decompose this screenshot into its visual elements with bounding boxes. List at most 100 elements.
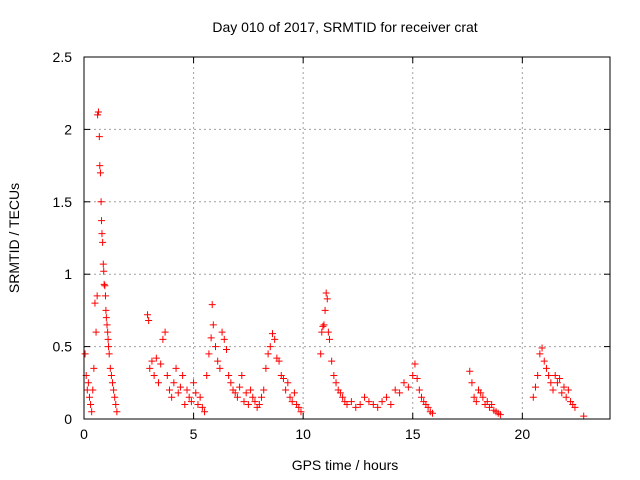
x-tick-label: 0 [80,426,88,442]
data-point [479,393,487,401]
data-point [415,386,423,394]
data-point [249,393,257,401]
data-point [155,379,163,387]
data-point [179,372,187,380]
data-point [111,393,119,401]
data-point [172,364,180,372]
data-point [95,133,103,141]
data-point [369,401,377,409]
data-point [98,230,106,238]
data-point [262,364,270,372]
data-point [110,386,118,394]
y-axis-label: SRMTID / TECUs [6,183,22,293]
data-point [553,379,561,387]
x-axis-label: GPS time / hours [292,457,399,473]
data-point [286,393,294,401]
data-point [97,198,105,206]
data-point [468,379,476,387]
data-point [264,350,272,358]
data-point [361,393,369,401]
data-point [187,398,195,406]
data-point [87,401,95,409]
data-point [413,374,421,382]
data-point [148,357,156,365]
data-point [85,393,93,401]
data-point [483,398,491,406]
data-point [227,379,235,387]
data-point [404,383,412,391]
data-point [165,386,173,394]
data-point [159,335,167,343]
data-point [424,403,432,411]
data-point [411,360,419,368]
data-point [536,350,544,358]
data-point [477,389,485,397]
y-tick-label: 0 [64,411,72,427]
data-point [238,372,246,380]
data-point [112,401,120,409]
data-point [332,379,340,387]
x-tick-label: 10 [295,426,311,442]
chart-title: Day 010 of 2017, SRMTID for receiver cra… [212,19,477,35]
data-point [150,372,158,380]
data-point [190,379,198,387]
data-point [347,398,355,406]
data-point [319,322,327,330]
data-point [104,335,112,343]
data-point [108,379,116,387]
data-point [268,330,276,338]
data-point [194,401,202,409]
data-point [549,386,557,394]
data-point [339,393,347,401]
data-point [551,372,559,380]
data-point [488,401,496,409]
data-point [356,401,364,409]
data-point [418,393,426,401]
data-point [198,403,206,411]
data-point [106,364,114,372]
data-point [391,386,399,394]
data-point [91,299,99,307]
data-point [258,393,266,401]
data-point [382,393,390,401]
data-point [105,343,113,351]
data-point [192,389,200,397]
data-point [328,357,336,365]
data-point [547,379,555,387]
data-point [324,328,332,336]
data-point [330,372,338,380]
data-point [556,374,564,382]
data-point [144,311,152,319]
data-point [205,350,213,358]
data-point [98,217,106,225]
y-tick-label: 1.5 [53,194,73,210]
data-point [176,383,184,391]
data-point [538,344,546,352]
data-point [260,386,268,394]
data-point [100,280,108,288]
data-point [88,408,96,416]
data-point [84,379,92,387]
data-point [100,267,108,275]
data-point [542,364,550,372]
data-point [317,350,325,358]
data-point [288,398,296,406]
data-point [318,328,326,336]
data-point [102,314,110,322]
data-point [400,379,408,387]
data-point [231,389,239,397]
data-point [387,401,395,409]
data-point [290,389,298,397]
data-point [104,328,112,336]
data-point [531,383,539,391]
data-point [222,345,230,353]
data-point [282,386,290,394]
data-point [396,389,404,397]
grid [84,57,610,419]
data-point [89,386,97,394]
data-point [214,357,222,365]
data-point [529,393,537,401]
data-point [564,386,572,394]
data-point [157,360,165,368]
data-point [472,398,480,406]
